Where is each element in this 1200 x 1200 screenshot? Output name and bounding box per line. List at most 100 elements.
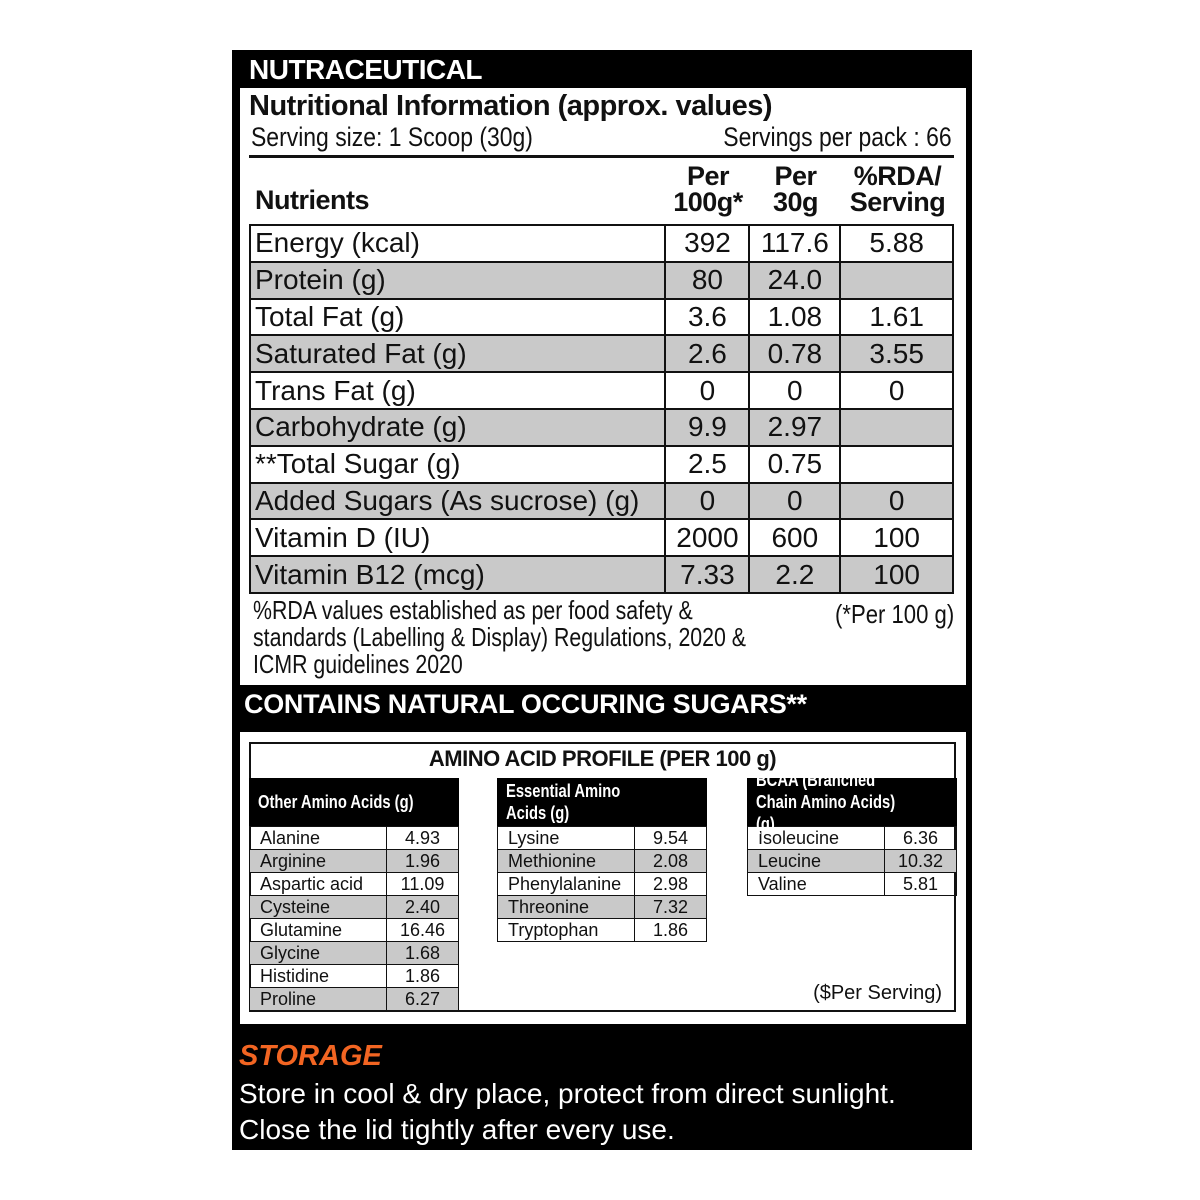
brand-heading: NUTRACEUTICAL (249, 54, 483, 85)
amino-name: Tryptophan (497, 918, 635, 942)
value-per100: 0 (664, 371, 751, 410)
amino-value: 11.09 (386, 872, 459, 896)
value-rda (839, 260, 954, 300)
nutrient-name: Vitamin D (IU) (248, 518, 667, 558)
amino-row: Cysteine 2.40 (249, 895, 459, 919)
value-rda: 1.61 (839, 297, 954, 337)
amino-row: Tryptophan 1.86 (497, 918, 707, 942)
amino-row: Leucine 10.32 (747, 849, 957, 873)
per-serving-note: ($Per Serving) (813, 982, 942, 1004)
amino-value: 1.96 (386, 849, 459, 873)
value-per30: 2.2 (748, 555, 842, 594)
amino-name: Histidine (249, 964, 387, 988)
value-per30: 117.6 (748, 224, 842, 263)
amino-group-header-text: BCAA (Branched Chain Amino Acids) (g) (756, 770, 896, 834)
header-text: %RDA/ (853, 161, 942, 191)
header-nutrients: Nutrients (255, 185, 370, 215)
amino-value: 6.27 (386, 987, 459, 1011)
nutrient-name: Total Fat (g) (248, 297, 667, 337)
amino-title: AMINO ACID PROFILE (PER 100 g) (428, 746, 777, 771)
nutrient-row: **Total Sugar (g) 2.5 0.75 (248, 444, 954, 484)
header-rda: %RDA/Serving (841, 161, 954, 217)
amino-name: Proline (249, 987, 387, 1011)
value-per100: 392 (664, 224, 751, 263)
nutrient-name: Trans Fat (g) (248, 371, 667, 410)
amino-row: Arginine 1.96 (249, 849, 459, 873)
value-per30: 24.0 (748, 260, 842, 300)
amino-group-table: BCAA (Branched Chain Amino Acids) (g) Iso… (747, 770, 957, 896)
amino-value: 2.40 (386, 895, 459, 919)
amino-value: 2.08 (634, 849, 707, 873)
nutrient-row: Added Sugars (As sucrose) (g) 0 0 0 (248, 481, 954, 521)
value-per100: 7.33 (664, 555, 751, 594)
amino-value: 10.32 (884, 849, 957, 873)
nutrient-name: Vitamin B12 (mcg) (248, 555, 667, 594)
amino-value: 2.98 (634, 872, 707, 896)
nutrient-name: Protein (g) (248, 260, 667, 300)
storage-title: STORAGE (239, 1040, 382, 1072)
header-text: Serving (849, 187, 946, 217)
amino-value: 1.68 (386, 941, 459, 965)
nutrient-row: Trans Fat (g) 0 0 0 (248, 371, 954, 410)
storage-text: Store in cool & dry place, protect from … (239, 1076, 896, 1148)
value-rda: 0 (839, 481, 954, 521)
nutrient-name: Carbohydrate (g) (248, 407, 667, 447)
servings-per-pack: Servings per pack : 66 (723, 122, 952, 152)
amino-group-table: Other Amino Acids (g) Alanine 4.93 Arginine… (249, 778, 459, 1011)
header-text: 30g (772, 187, 819, 217)
value-per30: 600 (748, 518, 842, 558)
amino-group-header-text: Essential Amino Acids (g) (506, 781, 621, 823)
amino-name: Cysteine (249, 895, 387, 919)
value-rda (839, 444, 954, 484)
nutrient-row: Total Fat (g) 3.6 1.08 1.61 (248, 297, 954, 337)
nutrient-name: Energy (kcal) (248, 224, 667, 263)
amino-value: 16.46 (386, 918, 459, 942)
amino-value: 4.93 (386, 826, 459, 850)
amino-row: Alanine 4.93 (249, 826, 459, 850)
amino-name: Aspartic acid (249, 872, 387, 896)
nutrient-row: Protein (g) 80 24.0 (248, 260, 954, 300)
storage-line: Close the lid tightly after every use. (239, 1114, 675, 1145)
value-per30: 2.97 (748, 407, 842, 447)
value-per30: 0 (748, 371, 842, 410)
amino-name: Alanine (249, 826, 387, 850)
storage-line: Store in cool & dry place, protect from … (239, 1078, 896, 1109)
amino-row: Phenylalanine 2.98 (497, 872, 707, 896)
amino-row: Aspartic acid 11.09 (249, 872, 459, 896)
amino-name: Leucine (747, 849, 885, 873)
value-rda: 100 (839, 555, 954, 594)
amino-name: Glycine (249, 941, 387, 965)
nutrient-name: **Total Sugar (g) (248, 444, 667, 484)
value-per100: 9.9 (664, 407, 751, 447)
amino-row: Proline 6.27 (249, 987, 459, 1011)
value-per100: 2.6 (664, 334, 751, 374)
amino-group-header-text: Other Amino Acids (g) (258, 792, 414, 812)
header-text: 100g* (673, 187, 743, 217)
amino-value: 5.81 (884, 872, 957, 896)
value-rda: 3.55 (839, 334, 954, 374)
amino-name: Glutamine (249, 918, 387, 942)
contains-banner: CONTAINS NATURAL OCCURING SUGARS** (244, 689, 807, 719)
amino-name: Arginine (249, 849, 387, 873)
amino-value: 1.86 (386, 964, 459, 988)
header-text: Per (686, 161, 730, 191)
amino-name: Phenylalanine (497, 872, 635, 896)
rda-footnote: %RDA values established as per food safe… (253, 595, 747, 679)
value-per100: 3.6 (664, 297, 751, 337)
amino-name: Methionine (497, 849, 635, 873)
nutrient-row: Vitamin D (IU) 2000 600 100 (248, 518, 954, 558)
header-per30: Per 30g (750, 161, 841, 217)
amino-row: Glutamine 16.46 (249, 918, 459, 942)
header-text: Per (774, 161, 817, 191)
amino-row: Methionine 2.08 (497, 849, 707, 873)
amino-group-header: Other Amino Acids (g) (249, 778, 459, 826)
amino-row: Isoleucine 6.36 (747, 826, 957, 850)
value-rda: 5.88 (839, 224, 954, 263)
value-rda: 0 (839, 371, 954, 410)
serving-size: Serving size: 1 Scoop (30g) (251, 122, 533, 152)
amino-name: Lysine (497, 826, 635, 850)
value-rda (839, 407, 954, 447)
amino-row: Glycine 1.68 (249, 941, 459, 965)
value-per100: 2000 (664, 518, 751, 558)
nutrient-row: Carbohydrate (g) 9.9 2.97 (248, 407, 954, 447)
